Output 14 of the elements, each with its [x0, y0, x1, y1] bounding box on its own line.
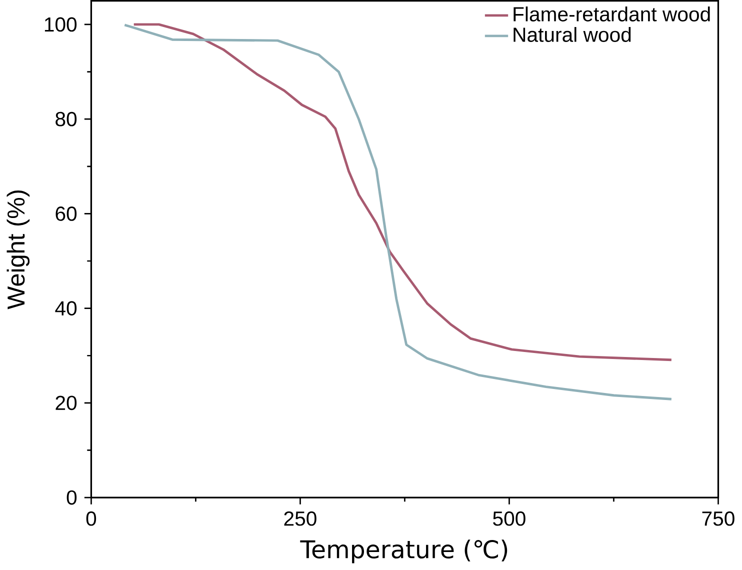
y-tick-label: 20: [56, 396, 77, 410]
x-tick-label: 250: [284, 511, 316, 526]
y-tick-label: 0: [66, 490, 77, 505]
y-tick-label: 40: [55, 301, 77, 316]
y-tick-label: 60: [56, 206, 77, 221]
y-tick-label: 80: [56, 112, 77, 126]
x-tick-label: 500: [493, 511, 526, 526]
x-axis-title: Temperature (℃): [300, 540, 508, 564]
x-tick-label: 750: [702, 511, 734, 526]
y-tick-label: 100: [44, 17, 77, 32]
y-axis-title: Weight (%): [6, 190, 30, 310]
x-tick-label: 0: [86, 511, 96, 526]
legend-label: Natural wood: [514, 27, 631, 42]
legend-label: Flame-retardant wood: [514, 6, 710, 22]
